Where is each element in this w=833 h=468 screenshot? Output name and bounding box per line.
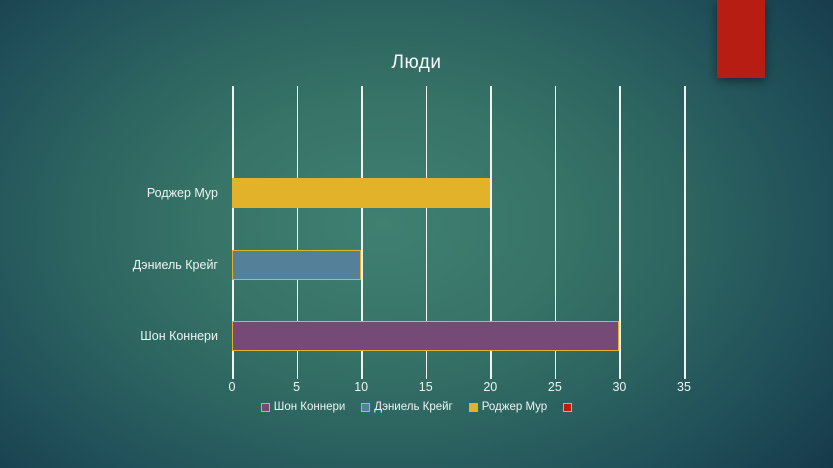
bar-2[interactable] bbox=[232, 249, 362, 280]
chart-legend: Шон Коннери Дэниель Крейг Роджер Мур bbox=[0, 401, 833, 413]
tickmark-5 bbox=[296, 374, 299, 379]
tickmark-10 bbox=[361, 374, 363, 379]
gridline-0 bbox=[232, 86, 234, 374]
legend-item-1[interactable]: Шон Коннери bbox=[260, 401, 346, 413]
legend-item-4[interactable] bbox=[563, 402, 573, 412]
x-tick-label-15: 15 bbox=[418, 380, 433, 394]
legend-swatch-4 bbox=[563, 402, 573, 412]
x-tick-label-20: 20 bbox=[483, 380, 498, 394]
gridline-5 bbox=[296, 86, 299, 374]
gridline-30 bbox=[619, 86, 621, 374]
tickmark-25 bbox=[554, 374, 557, 379]
tickmark-20 bbox=[490, 374, 492, 379]
gridline-15 bbox=[425, 86, 428, 374]
tickmark-35 bbox=[684, 374, 686, 379]
tickmark-30 bbox=[619, 374, 621, 379]
x-tick-label-0: 0 bbox=[228, 380, 236, 394]
legend-swatch-1 bbox=[260, 402, 270, 412]
legend-label-1: Шон Коннери bbox=[273, 401, 346, 413]
gridline-10 bbox=[361, 86, 363, 374]
tickmark-15 bbox=[425, 374, 428, 379]
legend-item-2[interactable]: Дэниель Крейг bbox=[361, 401, 453, 413]
chart-title: Люди bbox=[391, 52, 442, 73]
legend-swatch-3 bbox=[468, 402, 478, 412]
gridline-35 bbox=[684, 86, 686, 374]
x-tick-label-5: 5 bbox=[293, 380, 301, 394]
x-tick-label-25: 25 bbox=[547, 380, 562, 394]
category-label-2: Дэниель Крейг bbox=[132, 257, 218, 272]
legend-label-2: Дэниель Крейг bbox=[374, 401, 453, 413]
gridline-25 bbox=[554, 86, 557, 374]
category-label-3: Шон Коннери bbox=[140, 329, 218, 343]
red-accent-rectangle bbox=[717, 0, 765, 78]
legend-swatch-2 bbox=[361, 402, 371, 412]
bar-1[interactable] bbox=[232, 178, 491, 208]
legend-label-3: Роджер Мур bbox=[481, 401, 548, 413]
x-tick-label-30: 30 bbox=[612, 380, 627, 394]
x-tick-label-10: 10 bbox=[354, 380, 369, 394]
legend-item-3[interactable]: Роджер Мур bbox=[468, 401, 548, 413]
gridline-20 bbox=[490, 86, 492, 374]
x-tick-label-35: 35 bbox=[677, 380, 691, 394]
category-label-1: Роджер Мур bbox=[146, 186, 218, 200]
plot-area bbox=[232, 86, 686, 379]
tickmark-0 bbox=[232, 374, 234, 379]
bar-3[interactable] bbox=[232, 321, 620, 351]
